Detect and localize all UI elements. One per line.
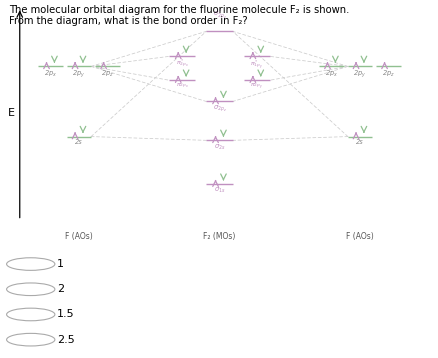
Text: $\sigma_{2s}$: $\sigma_{2s}$ [213, 142, 225, 151]
Text: F₂ (MOs): F₂ (MOs) [203, 232, 235, 241]
Text: 2p$_z$: 2p$_z$ [101, 68, 114, 79]
Text: The molecular orbital diagram for the fluorine molecule F₂ is shown.: The molecular orbital diagram for the fl… [9, 5, 348, 15]
Text: 2p$_z$: 2p$_z$ [381, 68, 394, 79]
Text: 2s: 2s [75, 139, 83, 145]
Text: 2s: 2s [355, 139, 363, 145]
Text: F (AOs): F (AOs) [345, 232, 373, 241]
Text: $\pi_{2p_y}$: $\pi_{2p_y}$ [250, 82, 263, 92]
Text: 2.5: 2.5 [57, 335, 74, 345]
Text: 2p$_x$: 2p$_x$ [324, 68, 337, 79]
Text: E: E [7, 108, 14, 118]
Text: 1: 1 [57, 259, 64, 269]
Text: 1.5: 1.5 [57, 309, 74, 319]
Text: $\pi^*_{1p_y}$: $\pi^*_{1p_y}$ [250, 58, 263, 71]
Text: 2p$_y$: 2p$_y$ [72, 68, 85, 80]
Text: $\pi_{2p_x}$: $\pi_{2p_x}$ [175, 82, 188, 91]
Text: $\sigma_{2p_z}$: $\sigma_{2p_z}$ [212, 103, 226, 114]
Text: 2p$_y$: 2p$_y$ [353, 68, 366, 80]
Text: From the diagram, what is the bond order in F₂?: From the diagram, what is the bond order… [9, 16, 247, 26]
Text: $\pi^*_{2p_x}$: $\pi^*_{2p_x}$ [175, 58, 188, 71]
Text: 2p$_x$: 2p$_x$ [44, 68, 57, 79]
Text: F (AOs): F (AOs) [65, 232, 93, 241]
Text: $\sigma^*_{2p_z}$: $\sigma^*_{2p_z}$ [212, 8, 226, 22]
Text: 2: 2 [57, 284, 64, 294]
Text: $\sigma_{1s}$: $\sigma_{1s}$ [213, 186, 225, 195]
